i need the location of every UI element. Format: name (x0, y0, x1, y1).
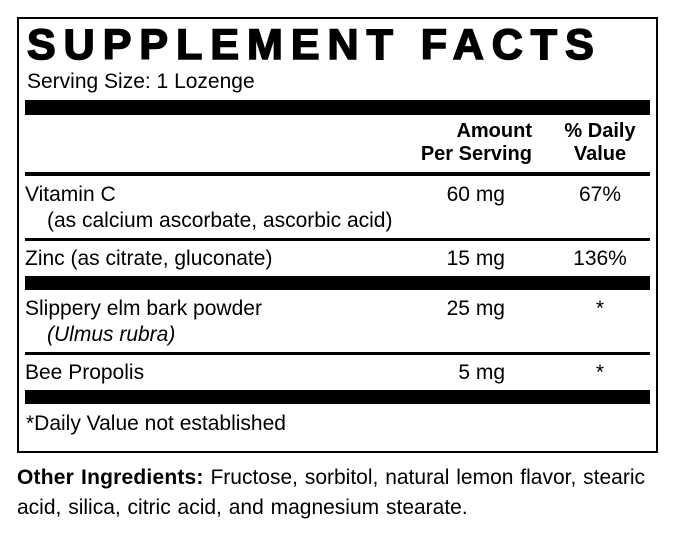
nutrient-row-slippery-elm: Slippery elm bark powder 25 mg * (25, 290, 650, 321)
row-divider (25, 351, 650, 355)
other-ingredients-label: Other Ingredients: (17, 465, 204, 489)
other-ingredients: Other Ingredients: Fructose, sorbitol, n… (17, 463, 669, 523)
nutrient-name: Vitamin C (25, 182, 116, 206)
nutrient-daily-value: 67% (578, 182, 622, 206)
bottom-thick-bar (25, 389, 650, 404)
serving-size: Serving Size: 1 Lozenge (27, 69, 255, 93)
nutrient-name: Zinc (as citrate, gluconate) (25, 246, 273, 270)
section-thick-bar (25, 275, 650, 290)
nutrient-sub-name: (as calcium ascorbate, ascorbic acid) (47, 208, 393, 232)
header-divider (25, 171, 650, 176)
supplement-facts-panel: SUPPLEMENT FACTS Serving Size: 1 Lozenge… (17, 17, 658, 453)
top-thick-bar (25, 99, 650, 115)
column-header-row: Amount Per Serving % Daily Value (25, 115, 650, 172)
nutrient-name: Slippery elm bark powder (25, 296, 262, 320)
nutrient-row-bee-propolis: Bee Propolis 5 mg * (25, 355, 650, 390)
nutrient-amount: 60 mg (446, 182, 505, 206)
panel-title: SUPPLEMENT FACTS (26, 23, 602, 66)
row-divider (25, 237, 650, 241)
nutrient-row-zinc: Zinc (as citrate, gluconate) 15 mg 136% (25, 241, 650, 276)
nutrient-row-vitamin-c: Vitamin C 60 mg 67% (25, 176, 650, 207)
nutrient-name: Bee Propolis (25, 360, 145, 384)
nutrient-daily-value: * (595, 296, 605, 320)
column-header-amount: Amount Per Serving (420, 119, 532, 165)
nutrient-daily-value: 136% (573, 246, 627, 270)
nutrient-amount: 5 mg (458, 360, 505, 384)
nutrient-sub-name-latin: (Ulmus rubra) (47, 322, 176, 346)
nutrient-amount: 15 mg (446, 246, 505, 270)
daily-value-footnote: *Daily Value not established (26, 411, 286, 435)
column-header-daily-value: % Daily Value (564, 119, 636, 165)
nutrient-amount: 25 mg (446, 296, 505, 320)
nutrient-daily-value: * (595, 360, 605, 384)
other-ingredients-text: Fructose, sorbitol, natural lemon flavor… (17, 465, 645, 519)
